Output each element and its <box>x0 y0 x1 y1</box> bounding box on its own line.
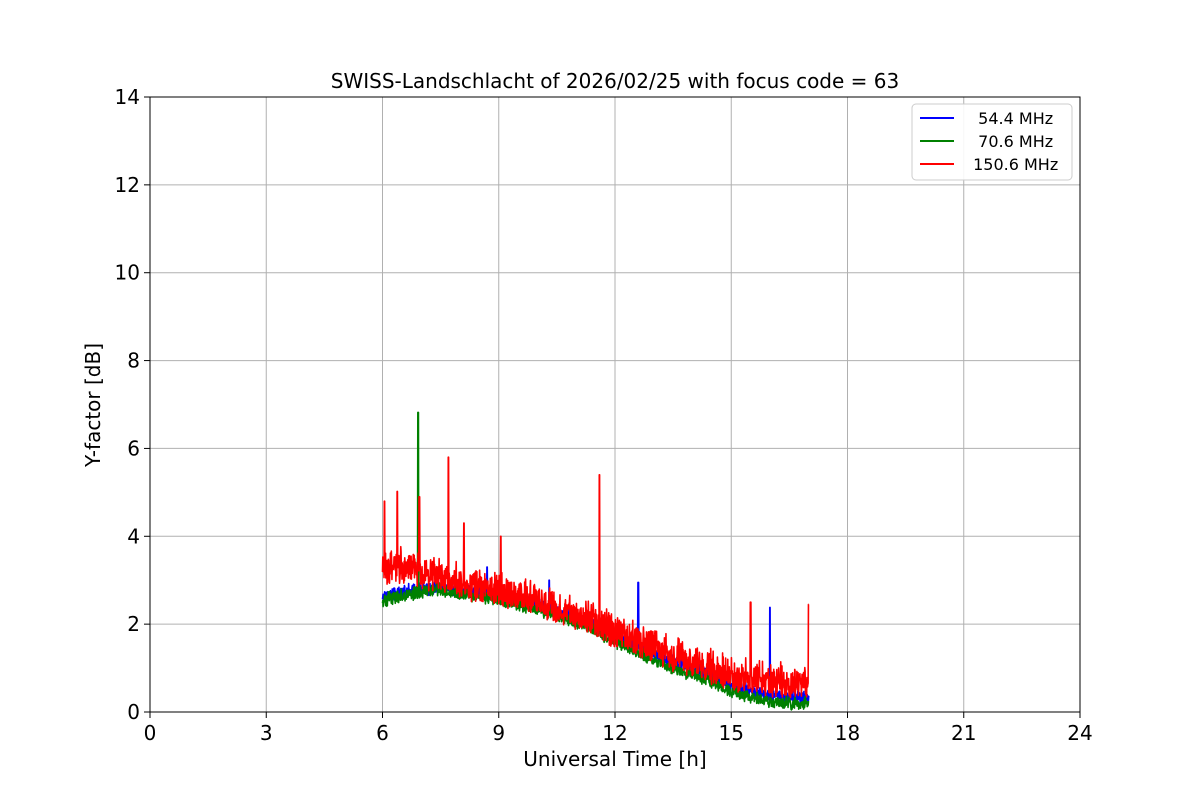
y-tick-label: 4 <box>127 524 140 548</box>
y-tick-label: 14 <box>115 85 140 109</box>
y-tick-label: 12 <box>115 173 140 197</box>
x-tick-label: 9 <box>492 721 505 745</box>
series-layer <box>381 411 810 711</box>
y-tick-label: 0 <box>127 700 140 724</box>
legend-box <box>911 103 1073 181</box>
y-axis: 0 2 4 6 8 10 12 14 <box>115 85 150 724</box>
x-tick-label: 18 <box>835 721 860 745</box>
x-tick-label: 3 <box>260 721 273 745</box>
y-tick-label: 2 <box>127 612 140 636</box>
x-tick-label: 24 <box>1067 721 1092 745</box>
y-tick-label: 8 <box>127 349 140 373</box>
x-tick-label: 6 <box>376 721 389 745</box>
y-tick-label: 6 <box>127 436 140 460</box>
series-line-2 <box>381 456 810 699</box>
y-tick-label: 10 <box>115 261 140 285</box>
x-axis: 0 3 6 9 12 15 18 21 24 <box>144 712 1093 745</box>
x-tick-label: 15 <box>719 721 744 745</box>
x-tick-label: 12 <box>602 721 627 745</box>
x-tick-label: 21 <box>951 721 976 745</box>
x-axis-label: Universal Time [h] <box>523 747 706 771</box>
legend: 54.4 MHz 70.6 MHz 150.6 MHz <box>911 103 1073 181</box>
legend-label: 150.6 MHz <box>968 155 1058 174</box>
chart-title: SWISS-Landschlacht of 2026/02/25 with fo… <box>331 69 899 93</box>
legend-label: 54.4 MHz <box>968 109 1053 128</box>
y-axis-label: Y-factor [dB] <box>81 343 105 468</box>
x-tick-label: 0 <box>144 721 157 745</box>
legend-label: 70.6 MHz <box>968 132 1053 151</box>
